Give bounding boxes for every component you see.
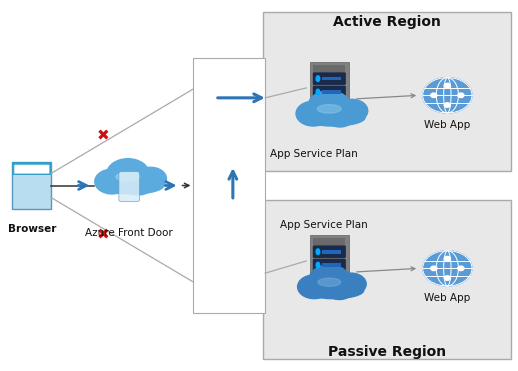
Circle shape <box>325 106 354 127</box>
Ellipse shape <box>301 109 365 126</box>
Circle shape <box>422 250 473 287</box>
Ellipse shape <box>100 177 164 194</box>
Circle shape <box>336 273 366 295</box>
Circle shape <box>325 279 353 299</box>
Circle shape <box>95 169 130 194</box>
Circle shape <box>422 77 473 114</box>
FancyBboxPatch shape <box>313 259 346 271</box>
Text: Web App: Web App <box>424 120 470 130</box>
Text: App Service Plan: App Service Plan <box>270 149 358 159</box>
Text: App Service Plan: App Service Plan <box>280 220 368 230</box>
Ellipse shape <box>318 105 341 113</box>
Circle shape <box>458 266 464 270</box>
Ellipse shape <box>316 76 320 82</box>
FancyBboxPatch shape <box>310 235 349 287</box>
FancyBboxPatch shape <box>313 72 346 85</box>
Text: Azure Front Door: Azure Front Door <box>85 228 173 238</box>
Circle shape <box>336 99 368 122</box>
Bar <box>263 200 511 358</box>
Circle shape <box>296 101 330 126</box>
Circle shape <box>444 256 451 261</box>
FancyBboxPatch shape <box>12 161 51 210</box>
Ellipse shape <box>316 249 320 255</box>
Bar <box>322 77 341 81</box>
Circle shape <box>135 167 166 190</box>
Bar <box>322 90 341 94</box>
Ellipse shape <box>303 282 364 299</box>
Circle shape <box>107 159 149 189</box>
Bar <box>263 13 511 171</box>
Circle shape <box>444 103 451 107</box>
Bar <box>313 65 346 111</box>
FancyBboxPatch shape <box>313 246 346 258</box>
Ellipse shape <box>116 173 140 181</box>
Bar <box>12 161 51 175</box>
Circle shape <box>458 93 464 98</box>
Circle shape <box>430 93 437 98</box>
Circle shape <box>444 83 451 88</box>
Circle shape <box>423 78 472 113</box>
Text: Active Region: Active Region <box>334 14 441 29</box>
Bar <box>322 250 341 253</box>
Text: ✖: ✖ <box>97 228 110 243</box>
Bar <box>322 263 341 267</box>
FancyBboxPatch shape <box>313 86 346 98</box>
Bar <box>313 238 346 284</box>
Circle shape <box>308 91 351 121</box>
FancyBboxPatch shape <box>14 165 49 174</box>
Text: Web App: Web App <box>424 293 470 303</box>
Bar <box>193 59 265 312</box>
Text: Browser: Browser <box>8 224 56 234</box>
Circle shape <box>423 251 472 286</box>
Text: ✖: ✖ <box>97 128 110 143</box>
Circle shape <box>309 265 350 294</box>
Ellipse shape <box>318 278 341 286</box>
FancyBboxPatch shape <box>310 62 349 114</box>
FancyBboxPatch shape <box>119 171 139 201</box>
Circle shape <box>430 266 437 270</box>
Circle shape <box>298 275 330 299</box>
Circle shape <box>124 174 153 195</box>
Ellipse shape <box>316 262 320 268</box>
Circle shape <box>444 276 451 280</box>
Ellipse shape <box>316 89 320 95</box>
Text: Passive Region: Passive Region <box>328 345 447 359</box>
